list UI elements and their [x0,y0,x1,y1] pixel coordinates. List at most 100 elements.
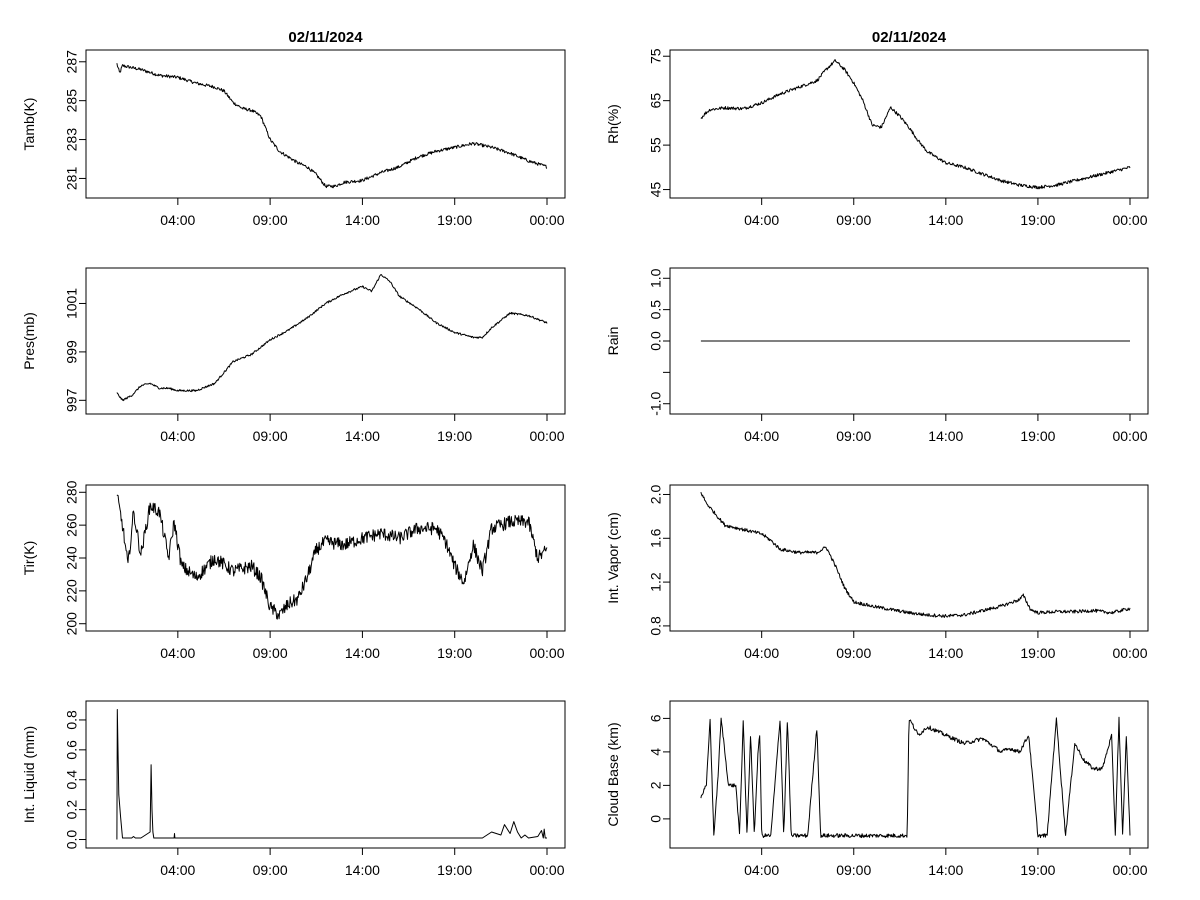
plot-frame [85,267,566,415]
data-series-line [116,274,548,402]
x-tick-label: 09:00 [253,212,288,228]
y-tick-label: 2.0 [648,485,664,505]
x-tick-label: 00:00 [1112,212,1147,228]
data-series-line [700,716,1131,839]
y-tick-label: 0.4 [64,770,80,790]
x-tick-label: 14:00 [345,212,380,228]
x-tick-label: 14:00 [345,862,380,878]
x-tick-label: 19:00 [437,428,472,444]
y-tick-label: 75 [648,48,664,64]
y-axis-label: Tamb(K) [21,98,37,151]
x-tick-label: 19:00 [1020,428,1055,444]
x-tick-label: 04:00 [160,862,195,878]
x-tick-label: 19:00 [437,645,472,661]
x-tick-label: 14:00 [345,428,380,444]
x-tick-label: 04:00 [160,212,195,228]
y-tick-label: 0.6 [64,740,80,760]
x-tick-label: 04:00 [744,428,779,444]
x-tick-label: 00:00 [529,428,564,444]
y-tick-label: 281 [64,167,80,191]
x-tick-label: 04:00 [160,645,195,661]
plot-frame [669,49,1149,199]
y-tick-label: 1.0 [648,268,664,288]
y-tick-label: -1.0 [648,391,664,415]
y-tick-label: 240 [64,546,80,570]
x-tick-label: 09:00 [253,862,288,878]
y-tick-label: 1001 [64,288,80,319]
x-tick-label: 14:00 [345,645,380,661]
y-tick-label: 1.6 [648,528,664,548]
data-series-line [116,63,548,189]
x-tick-label: 14:00 [928,212,963,228]
x-tick-label: 14:00 [928,645,963,661]
chart-panel-6: Int. Vapor (cm) 0.8 1.2 1.6 2.0 04:00 09:00 14:… [605,484,1149,661]
y-tick-label: 220 [64,579,80,603]
y-tick-label: 0.2 [64,800,80,820]
x-tick-label: 09:00 [253,645,288,661]
chart-panel-8: Cloud Base (km) 0 2 4 6 04:00 09:00 14:00 19:00 0… [605,700,1149,878]
x-tick-label: 00:00 [529,645,564,661]
y-tick-label: 55 [648,137,664,153]
plot-frame [85,484,566,632]
x-tick-label: 00:00 [1112,428,1147,444]
y-tick-label: 0 [648,815,664,823]
data-series-line [116,494,548,620]
y-tick-label: 1.2 [648,572,664,592]
x-tick-label: 04:00 [744,862,779,878]
y-tick-label: 260 [64,513,80,537]
y-tick-label: 0.5 [648,300,664,320]
y-axis-label: Rain [605,327,621,356]
data-series-line [700,59,1131,190]
y-tick-label: 65 [648,93,664,109]
y-axis-label: Int. Vapor (cm) [605,512,621,604]
y-tick-label: 287 [64,50,80,74]
chart-panel-1: 02/11/2024 Tamb(K) 281 283 285 287 04:00 09:00 1… [21,29,566,228]
x-tick-label: 09:00 [836,645,871,661]
data-series-line [116,709,547,840]
y-axis-label: Int. Liquid (mm) [21,726,37,823]
x-tick-label: 00:00 [1112,645,1147,661]
x-tick-label: 09:00 [836,212,871,228]
y-tick-label: 6 [648,714,664,722]
x-tick-label: 19:00 [437,862,472,878]
y-tick-label: 285 [64,89,80,113]
chart-panel-3: Pres(mb) 997 999 1001 04:00 09:00 14:00 19:00 00… [21,267,566,444]
data-series-line [700,491,1131,618]
y-tick-label: 2 [648,781,664,789]
x-tick-label: 09:00 [253,428,288,444]
chart-panel-4: Rain -1.0 0.0 0.5 1.0 04:00 09:00 14:00 19:00 00:… [605,267,1149,444]
x-tick-label: 09:00 [836,428,871,444]
y-tick-label: 0.0 [64,830,80,850]
x-tick-label: 19:00 [1020,212,1055,228]
chart-title: 02/11/2024 [288,29,363,46]
x-tick-label: 04:00 [744,645,779,661]
x-tick-label: 19:00 [1020,645,1055,661]
plot-frame [85,700,566,849]
y-axis-label: Cloud Base (km) [605,722,621,826]
x-tick-label: 04:00 [160,428,195,444]
x-tick-label: 00:00 [529,212,564,228]
plot-frame [85,49,566,199]
x-tick-label: 19:00 [437,212,472,228]
y-tick-label: 999 [64,340,80,364]
y-tick-label: 0.8 [648,616,664,636]
x-tick-label: 04:00 [744,212,779,228]
x-tick-label: 09:00 [836,862,871,878]
y-axis-label: Rh(%) [605,104,621,144]
y-axis-label: Tir(K) [21,541,37,575]
x-tick-label: 14:00 [928,428,963,444]
y-tick-label: 280 [64,480,80,504]
y-tick-label: 200 [64,612,80,636]
x-tick-label: 00:00 [1112,862,1147,878]
plot-frame [669,484,1149,632]
chart-panel-2: 02/11/2024 Rh(%) 45 55 65 75 04:00 09:00 14:00 19… [605,29,1149,228]
chart-title: 02/11/2024 [872,29,947,46]
chart-panel-5: Tir(K) 200 220 240 260 280 04:00 09:00 14:00 19:0… [21,480,566,661]
y-tick-label: 283 [64,128,80,152]
x-tick-label: 14:00 [928,862,963,878]
x-tick-label: 19:00 [1020,862,1055,878]
chart-panel-7: Int. Liquid (mm) 0.0 0.2 0.4 0.6 0.8 04:00 09:0… [21,700,566,878]
y-tick-label: 997 [64,388,80,412]
y-axis-label: Pres(mb) [21,312,37,370]
